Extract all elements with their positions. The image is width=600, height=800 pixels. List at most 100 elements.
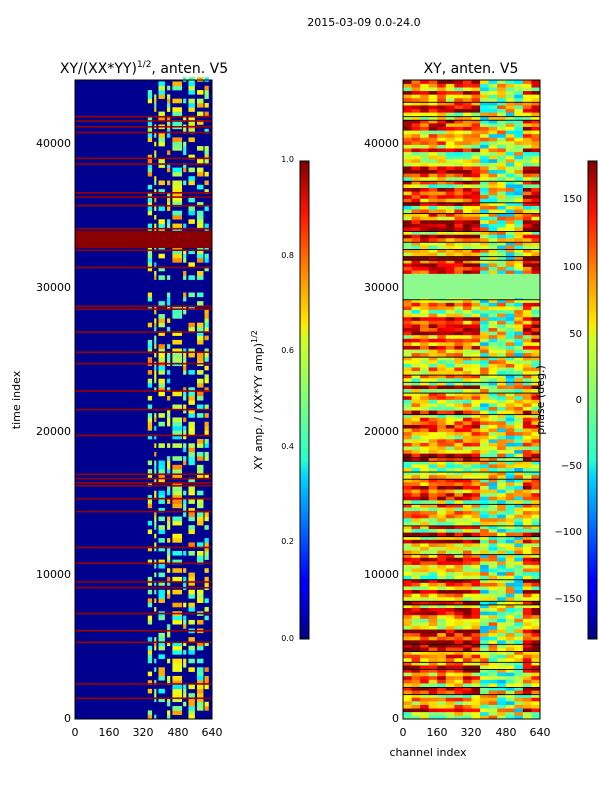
amplitude-heatmap-cell bbox=[147, 94, 153, 99]
amplitude-heatmap-cell bbox=[204, 111, 209, 117]
phase-heatmap-cell bbox=[497, 539, 507, 544]
amplitude-heatmap-cell bbox=[158, 413, 165, 418]
phase-heatmap-cell bbox=[488, 151, 498, 156]
phase-heatmap-cell bbox=[445, 327, 455, 332]
phase-heatmap-cell bbox=[428, 672, 438, 677]
phase-heatmap-cell bbox=[437, 342, 447, 346]
phase-heatmap-cell bbox=[454, 392, 464, 397]
phase-heatmap-cell bbox=[480, 697, 489, 702]
phase-heatmap-cell bbox=[531, 693, 541, 698]
phase-heatmap-cell bbox=[454, 191, 464, 196]
amplitude-heatmap-cell bbox=[154, 606, 157, 612]
phase-heatmap-cell bbox=[428, 521, 438, 526]
phase-heatmap-cell bbox=[403, 611, 412, 616]
amplitude-heatmap-cell bbox=[147, 370, 153, 375]
phase-heatmap-cell bbox=[488, 672, 498, 677]
phase-heatmap-cell bbox=[480, 503, 489, 508]
phase-heatmap-cell bbox=[437, 241, 447, 246]
phase-heatmap-cell bbox=[531, 302, 541, 307]
phase-heatmap-cell bbox=[471, 112, 481, 117]
phase-heatmap-cell bbox=[531, 363, 541, 368]
phase-heatmap-cell bbox=[428, 614, 438, 619]
phase-heatmap-cell bbox=[420, 126, 429, 131]
phase-heatmap-cell bbox=[522, 417, 532, 422]
phase-heatmap-cell bbox=[428, 298, 438, 303]
phase-heatmap-cell bbox=[403, 417, 412, 422]
phase-heatmap-cell bbox=[445, 97, 455, 102]
phase-heatmap-cell bbox=[471, 546, 481, 551]
phase-heatmap-cell bbox=[497, 582, 507, 587]
amplitude-heatmap-cell bbox=[154, 697, 157, 703]
phase-heatmap-cell bbox=[514, 298, 524, 303]
phase-heatmap-cell bbox=[471, 331, 481, 336]
phase-heatmap-cell bbox=[480, 607, 489, 612]
phase-x-tick-label: 640 bbox=[530, 726, 551, 739]
phase-heatmap-cell bbox=[522, 252, 532, 257]
phase-heatmap-cell bbox=[403, 309, 412, 314]
amplitude-heatmap-cell bbox=[172, 227, 183, 233]
phase-heatmap-cell bbox=[488, 148, 498, 153]
phase-heatmap-cell bbox=[403, 259, 412, 264]
phase-heatmap-cell bbox=[445, 90, 455, 95]
phase-heatmap-cell bbox=[437, 403, 447, 407]
phase-heatmap-cell bbox=[488, 460, 498, 465]
phase-heatmap-cell bbox=[420, 112, 429, 117]
phase-heatmap-cell bbox=[428, 557, 438, 562]
phase-heatmap-cell bbox=[522, 668, 532, 673]
amplitude-heatmap-cell bbox=[197, 391, 204, 397]
amplitude-heatmap-cell bbox=[167, 546, 171, 552]
phase-heatmap-cell bbox=[428, 151, 438, 156]
phase-heatmap-cell bbox=[480, 202, 489, 206]
phase-heatmap-cell bbox=[454, 324, 464, 329]
phase-heatmap-cell bbox=[462, 263, 472, 267]
phase-heatmap-cell bbox=[531, 356, 541, 361]
phase-heatmap-cell bbox=[514, 392, 524, 397]
phase-heatmap-cell bbox=[437, 123, 447, 127]
phase-heatmap-cell bbox=[420, 334, 429, 339]
phase-heatmap-cell bbox=[480, 421, 489, 425]
phase-heatmap-cell bbox=[403, 331, 412, 336]
phase-heatmap-cell bbox=[514, 647, 524, 652]
phase-heatmap-cell bbox=[531, 654, 541, 659]
phase-heatmap-cell bbox=[531, 180, 541, 185]
amplitude-heatmap-cell bbox=[197, 658, 204, 664]
phase-heatmap-cell bbox=[454, 715, 464, 720]
phase-heatmap-cell bbox=[514, 489, 524, 494]
phase-heatmap-cell bbox=[462, 564, 472, 569]
phase-heatmap-cell bbox=[428, 571, 438, 576]
phase-heatmap-cell bbox=[437, 363, 447, 368]
phase-heatmap-cell bbox=[420, 155, 429, 160]
phase-heatmap-cell bbox=[480, 191, 489, 196]
phase-heatmap-cell bbox=[462, 428, 472, 433]
phase-heatmap-cell bbox=[531, 162, 541, 167]
phase-heatmap-cell bbox=[505, 514, 515, 519]
phase-heatmap-cell bbox=[531, 245, 541, 250]
phase-heatmap-cell bbox=[514, 133, 524, 138]
phase-heatmap-cell bbox=[454, 331, 464, 336]
phase-heatmap-cell bbox=[497, 471, 507, 476]
amplitude-heatmap-cell bbox=[154, 426, 157, 431]
amplitude-heatmap-cell bbox=[172, 684, 183, 690]
phase-heatmap-cell bbox=[497, 482, 507, 486]
phase-heatmap-cell bbox=[454, 607, 464, 612]
amplitude-heatmap-cell bbox=[204, 158, 209, 164]
phase-heatmap-cell bbox=[403, 112, 412, 117]
phase-heatmap-cell bbox=[488, 234, 498, 239]
phase-heatmap-cell bbox=[445, 668, 455, 673]
phase-heatmap-cell bbox=[514, 578, 524, 583]
phase-heatmap-cell bbox=[403, 133, 412, 138]
amplitude-heatmap-cell bbox=[167, 658, 171, 664]
phase-heatmap-cell bbox=[462, 568, 472, 573]
phase-heatmap-cell bbox=[445, 119, 455, 124]
phase-heatmap-cell bbox=[471, 460, 481, 465]
phase-heatmap-cell bbox=[531, 629, 541, 634]
phase-heatmap-cell bbox=[403, 180, 412, 185]
phase-heatmap-cell bbox=[462, 442, 472, 447]
phase-heatmap-cell bbox=[445, 550, 455, 555]
amplitude-heatmap-cell bbox=[172, 258, 183, 263]
amplitude-heatmap-cell bbox=[204, 404, 209, 410]
phase-heatmap-cell bbox=[522, 596, 532, 601]
amplitude-heatmap-cell bbox=[188, 137, 195, 143]
phase-heatmap-cell bbox=[514, 589, 524, 594]
phase-heatmap-cell bbox=[480, 625, 489, 630]
